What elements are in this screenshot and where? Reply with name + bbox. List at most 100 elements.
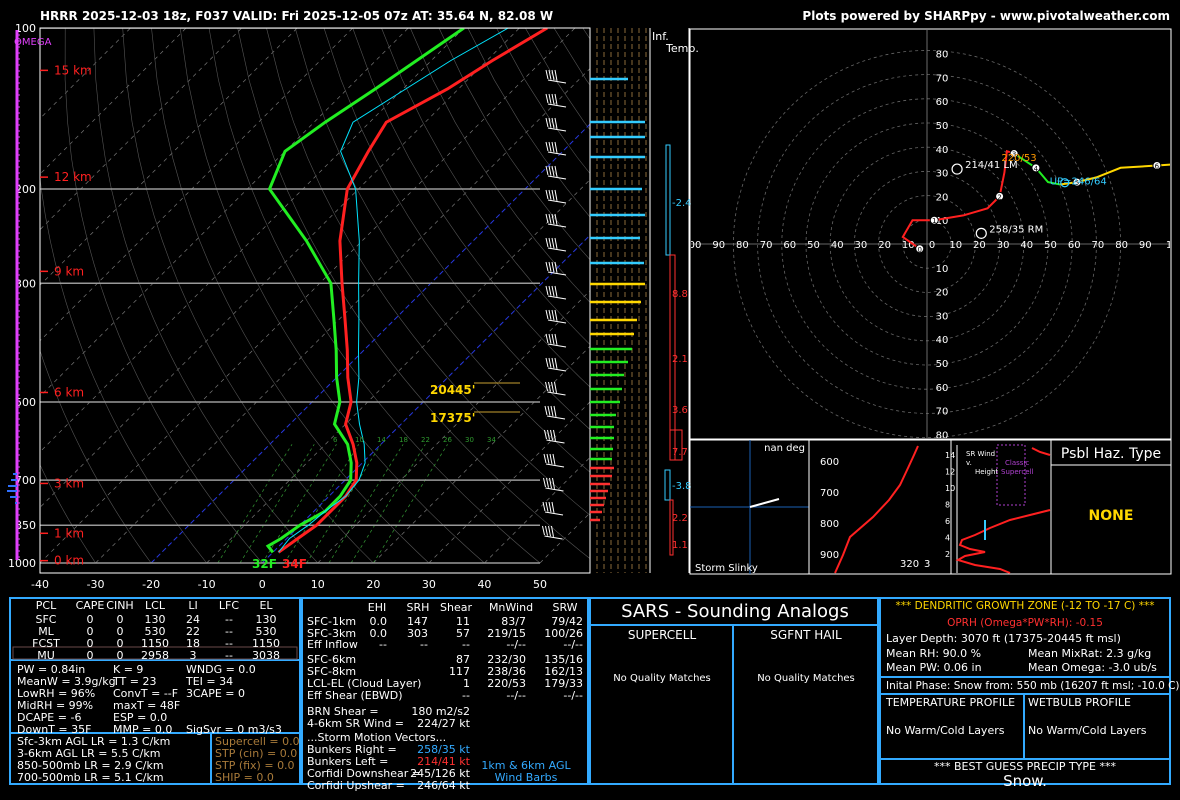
hodo-x-label: 60: [783, 240, 796, 251]
hodo-y-label: 60: [936, 97, 949, 108]
svg-text:1: 1: [932, 217, 936, 225]
hodo-x-label: 30: [855, 240, 868, 251]
parcel-cell: 3: [189, 649, 197, 662]
temp-tick: 10: [311, 578, 325, 591]
wind-barb: [545, 261, 567, 276]
inferred-temp-label: 8.8: [672, 289, 688, 300]
kinematic-cell: --/--: [563, 689, 583, 702]
kinematic-cell: 219/15: [487, 627, 526, 640]
wind-barb: [545, 237, 567, 252]
sfc-dewpoint-label: 32F: [252, 557, 277, 571]
pressure-tick: 300: [15, 277, 36, 290]
index-value: maxT = 48F: [113, 699, 181, 712]
mixing-ratio-label: 34: [487, 436, 496, 444]
index-value: TEI = 34: [186, 675, 234, 688]
temp-tick: -20: [142, 578, 160, 591]
hodo-x-label: 20: [973, 240, 986, 251]
temp-profile-title: TEMPERATURE PROFILE: [886, 696, 1016, 709]
kinematic-row-label: Eff Shear (EBWD): [307, 689, 403, 702]
kinematic-cell: --/--: [506, 689, 526, 702]
thetae-3: 3: [924, 559, 930, 570]
parcel-header: CINH: [106, 599, 134, 612]
hodo-y-label: 50: [936, 359, 949, 370]
omega-label: OMEGA: [14, 37, 52, 48]
inferred-temp-title-2: Temp.: [665, 42, 699, 55]
kinematic-header: SRW: [552, 601, 578, 614]
inferred-temp-label: 2.1: [672, 354, 688, 365]
hazard-title: Psbl Haz. Type: [1061, 446, 1161, 462]
dgz-bottom-label: 17375': [430, 411, 475, 425]
srwind-title-3: Height: [975, 468, 998, 476]
inferred-temp-label: -2.4: [672, 198, 692, 209]
parcel-cell: 2958: [141, 649, 169, 662]
srwind-tick: 6: [945, 517, 950, 526]
kinematic-cell: 100/26: [544, 627, 583, 640]
pressure-tick: 1000: [8, 557, 36, 570]
storm-slinky-panel: nan deg Storm Slinky: [689, 439, 810, 575]
mixing-ratio-label: 6: [333, 436, 338, 444]
kinematic-cell: 303: [407, 627, 428, 640]
hodo-x-label: 70: [1092, 240, 1105, 251]
height-label: 1 km: [54, 526, 84, 540]
index-value: DCAPE = -6: [17, 711, 82, 724]
srwind-tick: 2: [945, 550, 950, 559]
wind-barb: [545, 357, 567, 372]
svg-text:3: 3: [1012, 151, 1016, 159]
temp-tick: 0: [259, 578, 266, 591]
wind-barb: [545, 165, 567, 180]
inferred-temp-label: 1.1: [672, 540, 688, 551]
hodo-x-label: 90: [1139, 240, 1152, 251]
temp-tick: -40: [31, 578, 49, 591]
slinky-title: Storm Slinky: [695, 563, 758, 574]
svg-text:2: 2: [997, 193, 1001, 201]
index-value: SigSvr = 0 m3/s3: [186, 723, 282, 736]
parcel-cell: 18: [186, 637, 200, 650]
parcel-cell: 0: [116, 613, 124, 626]
hodo-y-label: 20: [936, 192, 949, 203]
wetbulb-profile: [278, 28, 509, 553]
srwind-title-2: v.: [966, 459, 972, 467]
kinematic-cell: --: [462, 689, 470, 702]
barb-legend-2: Wind Barbs: [494, 771, 558, 784]
wind-barb: [543, 477, 564, 492]
hodo-point-label: 214/41 LM: [965, 160, 1018, 171]
srwind-tick: 4: [945, 534, 950, 543]
index-value: DownT = 35F: [17, 723, 92, 736]
hodograph-panel: 00 90 80 70 60 50 40 30 20 10 0 10 20 30 40 50 60 70 80 90 1…: [689, 28, 1172, 440]
mixing-ratio-label: 10: [355, 436, 364, 444]
hodo-y-label: 40: [936, 335, 949, 346]
parcel-cell: SFC: [35, 613, 57, 626]
bunkers-left-label: Bunkers Left =: [307, 755, 389, 768]
wind-barb: [545, 381, 566, 396]
parcel-cell: 0: [86, 613, 94, 626]
kinematic-row-label: Eff Inflow: [307, 638, 358, 651]
wind-barb: [545, 309, 567, 324]
kinematic-header: MnWind: [488, 601, 534, 614]
parcel-cell: 22: [186, 625, 200, 638]
wetbulb-profile-title: WETBULB PROFILE: [1028, 696, 1131, 709]
temp-profile-layers: No Warm/Cold Layers: [886, 724, 1005, 737]
hodo-y-label: 10: [936, 216, 949, 227]
mixing-ratio-label: 14: [377, 436, 386, 444]
wetbulb-profile-layers: No Warm/Cold Layers: [1028, 724, 1147, 737]
parcel-cell: 530: [255, 625, 277, 638]
hodo-x-label: 40: [1020, 240, 1033, 251]
mixing-ratio-label: 22: [421, 436, 430, 444]
corfidi-up-value: 246/64 kt: [417, 779, 470, 792]
svg-text:5: 5: [1075, 179, 1079, 187]
dgz-mean-mixrat: Mean MixRat: 2.3 g/kg: [1028, 647, 1152, 660]
kinematic-row-label: SFC-3km: [307, 627, 357, 640]
thetae-level: 600: [820, 457, 839, 468]
parcel-cell: 1150: [252, 637, 280, 650]
thetae-level: 800: [820, 519, 839, 530]
wind-barb: [545, 189, 567, 204]
srwind-tick: 10: [945, 484, 955, 493]
parcel-cell: --: [225, 649, 233, 662]
index-value: LowRH = 96%: [17, 687, 96, 700]
parcel-cell: 0: [86, 649, 94, 662]
parcel-cell: 24: [186, 613, 200, 626]
bunkers-right-value: 258/35 kt: [417, 743, 470, 756]
hodo-point-label: UP=246/64: [1050, 177, 1107, 188]
height-label: 15 km: [54, 63, 92, 77]
index-value: MMP = 0.0: [113, 723, 173, 736]
